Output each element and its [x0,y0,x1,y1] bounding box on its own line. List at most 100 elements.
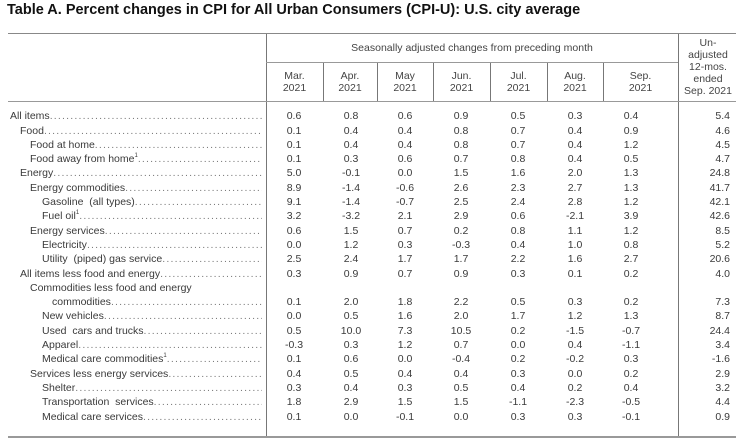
label: Energy [20,167,54,180]
table-row: Services less energy services...........… [8,366,736,380]
value-cell: 4.4 [715,396,730,409]
value-cell: 10.0 [340,324,362,337]
row-label: Food at home............................… [8,138,262,152]
value-cell: 0.9 [453,110,469,123]
value-cell: 0.4 [567,124,583,137]
value-cell: 0.8 [453,124,469,137]
value-cell: 0.4 [623,110,639,123]
label: Services less energy services [30,367,169,380]
month-year: 2021 [282,82,307,94]
value-cell: -2.3 [565,396,585,409]
label: New vehicles [42,310,104,323]
value-cell: 0.3 [286,267,302,280]
label: commodities [52,296,111,309]
value-cell: 3.9 [623,210,639,223]
dot-leader: ........................................… [104,224,262,237]
value-cell: -1.4 [341,196,361,209]
row-label: Transportation services.................… [8,395,262,409]
table-row: Food away from home1....................… [8,152,736,166]
value-cell: 0.4 [343,124,359,137]
column-divider [377,63,378,101]
column-divider [678,34,679,436]
value-cell: 2.0 [453,310,469,323]
label: Transportation services [42,396,154,409]
label-text: All items less food and energy [20,267,160,281]
value-cell: 0.2 [567,381,583,394]
label: Medical care services [42,410,143,423]
label: Energy commodities [30,181,126,194]
label-text: Fuel oil1 [42,209,79,223]
value-cell: 3.4 [715,339,730,352]
label: Energy services [30,224,105,237]
row-label: Used cars and trucks....................… [8,324,262,338]
value-cell: 0.7 [453,153,469,166]
row-label-text: Services less energy services...........… [8,367,262,381]
unadjusted-header: Un-adjusted 12-mos. ended Sep. 2021 [678,37,738,97]
dot-leader: ........................................… [86,238,262,251]
value-cell: 24.8 [709,167,730,180]
row-label-text: Energy commodities......................… [8,181,262,195]
label-text: New vehicles [42,309,104,323]
month-year: 2021 [338,82,362,94]
value-cell: 8.9 [286,181,302,194]
value-cell: 1.8 [286,396,302,409]
value-cell: 5.4 [715,110,730,123]
footnote-marker: 1 [75,210,80,217]
label: Food away from home [30,153,135,166]
row-label-text: Electricity.............................… [8,238,262,252]
month-name: Sep. [629,70,652,82]
month-name: Mar. [284,70,305,82]
value-cell: 1.1 [567,224,583,237]
table-row: Fuel oil1...............................… [8,209,736,223]
row-label: Energy services.........................… [8,223,262,237]
table-row: Shelter.................................… [8,381,736,395]
label: Food at home [30,138,95,151]
dot-leader: ........................................… [103,310,262,323]
month-header: Mar. 2021 [266,70,323,94]
table-row: Food....................................… [8,123,736,137]
row-label-text: All items...............................… [8,109,262,123]
label-text: Used cars and trucks [42,324,144,338]
table-row: All items...............................… [8,109,736,123]
table-row: Transportation services.................… [8,395,736,409]
column-divider [490,63,491,101]
dot-leader: ........................................… [43,124,262,137]
column-divider [433,63,434,101]
label: Fuel oil [42,210,76,223]
dot-leader: ........................................… [160,267,262,280]
dot-leader: ........................................… [134,196,262,209]
label: All items less food and energy [20,267,161,280]
row-label: Apparel.................................… [8,338,262,352]
value-cell: 0.5 [510,296,526,309]
value-cell: 2.9 [715,367,730,380]
value-cell: 2.1 [397,210,413,223]
value-cell: 1.2 [623,196,639,209]
value-cell: 0.3 [286,381,302,394]
month-name: Jun. [451,70,472,82]
month-header: Jul. 2021 [490,70,547,94]
dot-leader: ........................................… [153,396,262,409]
value-cell: 0.4 [343,381,359,394]
label: Utility (piped) gas service [42,253,163,266]
value-cell: 1.6 [510,167,526,180]
value-cell: 1.3 [623,181,639,194]
value-cell: 0.3 [510,367,526,380]
value-cell: -0.4 [451,353,471,366]
label-text: Food [20,124,44,138]
value-cell: 4.0 [715,267,730,280]
value-cell: 2.4 [343,253,359,266]
value-cell: 0.4 [567,339,583,352]
value-cell: 0.6 [286,110,302,123]
dot-leader: ........................................… [168,367,262,380]
label-text: Energy commodities [30,181,125,195]
dot-leader: ........................................… [79,210,262,223]
value-cell: 0.3 [510,267,526,280]
month-name: Aug. [564,70,586,82]
table-row: Energy services.........................… [8,223,736,237]
value-cell: 20.6 [709,253,730,266]
value-cell: 1.2 [343,238,359,251]
month-year: 2021 [449,82,474,94]
dot-leader: ........................................… [166,353,262,366]
month-year: 2021 [393,82,417,94]
value-cell: 0.5 [453,381,469,394]
